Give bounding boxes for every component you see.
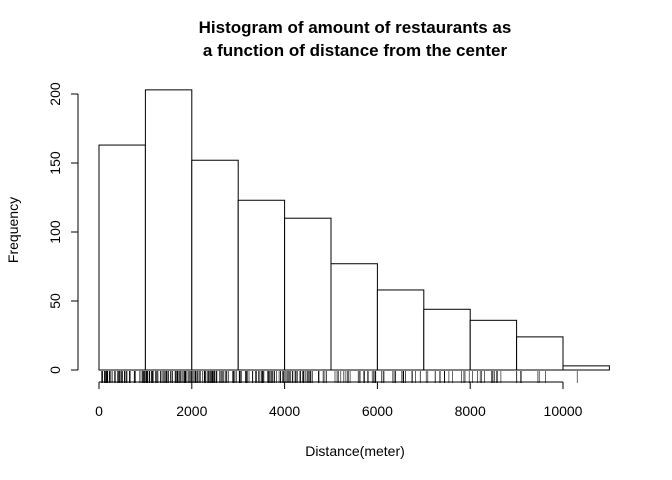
y-tick-label: 200 <box>47 82 63 106</box>
x-tick-label: 0 <box>95 403 103 419</box>
y-tick-label: 50 <box>47 293 63 309</box>
histogram-bar <box>469 319 518 371</box>
y-tick-label: 100 <box>47 220 63 244</box>
histogram-bars <box>98 89 610 371</box>
x-tick-label: 4000 <box>269 403 300 419</box>
histogram-bar <box>423 308 471 371</box>
histogram-bar <box>516 336 564 371</box>
rug-marks <box>101 371 578 383</box>
x-tick-label: 10000 <box>544 403 583 419</box>
y-axis-label: Frequency <box>5 197 21 263</box>
chart-title-line-1: Histogram of amount of restaurants as <box>199 18 512 37</box>
x-tick-label: 6000 <box>362 403 393 419</box>
histogram-bar <box>237 199 286 371</box>
x-axis-label: Distance(meter) <box>305 443 405 459</box>
y-axis: 0 50 100 150 200 <box>47 82 79 374</box>
y-tick-label: 0 <box>47 366 63 374</box>
histogram-bar <box>330 263 378 371</box>
histogram-bar <box>98 144 146 371</box>
histogram-bar <box>284 217 332 371</box>
x-tick-label: 2000 <box>176 403 207 419</box>
histogram-bar <box>376 289 425 371</box>
histogram-bar <box>144 89 193 371</box>
histogram-bar <box>562 365 610 371</box>
x-axis: 0 2000 4000 6000 8000 10000 <box>95 381 583 419</box>
chart-title-line-2: a function of distance from the center <box>203 41 508 60</box>
y-tick-label: 150 <box>47 151 63 175</box>
histogram-bar <box>191 159 239 371</box>
x-tick-label: 8000 <box>455 403 486 419</box>
